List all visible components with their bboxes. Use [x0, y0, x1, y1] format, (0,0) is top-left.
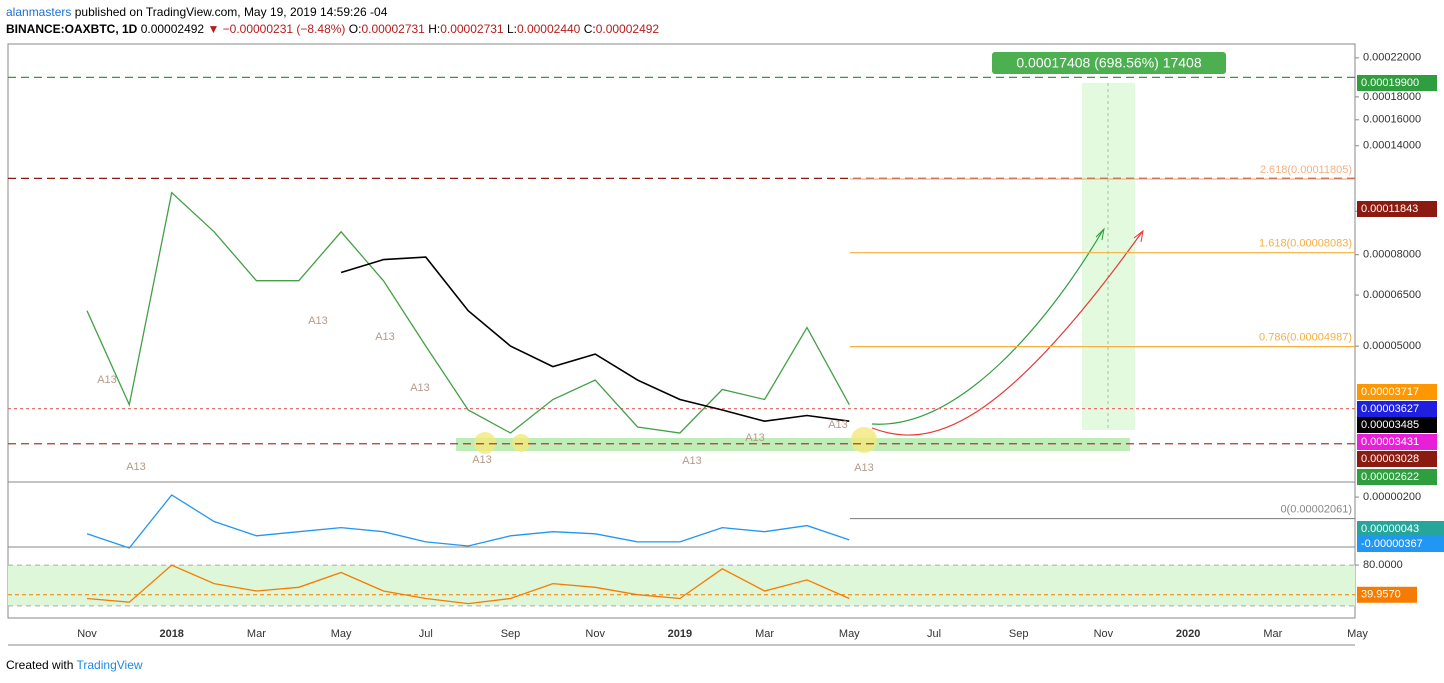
macd-line: [86, 494, 850, 549]
signal-label: A13: [828, 419, 848, 431]
symbol: BINANCE:OAXBTC, 1D: [6, 22, 138, 36]
published: published on TradingView.com, May 19, 20…: [74, 5, 388, 19]
y-tick-label: 0.00016000: [1363, 114, 1421, 126]
author[interactable]: alanmasters: [6, 5, 72, 19]
arrowhead: [1133, 229, 1144, 243]
fib-label: 1.618(0.00008083): [1259, 238, 1352, 250]
chart: 0.00022000 0.00018000 0.00016000 0.00014000…: [7, 43, 1444, 646]
x-tick-label: Sep: [501, 628, 521, 640]
price-line-series: [340, 256, 850, 423]
price-label-box: [1357, 434, 1437, 450]
price-label-box: [1357, 75, 1437, 91]
price-label: 0.00003431: [1361, 436, 1419, 448]
arrow-up: [871, 229, 1104, 425]
frame: [7, 43, 1356, 619]
x-tick-label: Mar: [247, 628, 266, 640]
change: ▼ −0.00000231 (−8.48%): [207, 22, 346, 36]
ohlc-value: 0.00002731: [361, 22, 425, 36]
x-tick-label: Jul: [927, 628, 941, 640]
signal-label: A13: [97, 374, 117, 386]
price-label: 0.00003717: [1361, 386, 1419, 398]
price-label-box: [1357, 451, 1437, 467]
signal-label: A13: [308, 315, 328, 327]
x-tick-label: May: [839, 628, 860, 640]
x-tick-label: Mar: [1263, 628, 1282, 640]
macd-value-label: -0.00000367: [1361, 538, 1423, 550]
fib-label: 2.618(0.00011805): [1260, 164, 1352, 176]
brand[interactable]: TradingView: [76, 658, 143, 672]
ohlc-key: L:: [506, 22, 517, 36]
price-label-box: [1357, 469, 1437, 485]
arrowhead: [1095, 227, 1105, 241]
fib-label: 0(0.00002061): [1280, 503, 1352, 515]
y-tick-label: 0.00006500: [1363, 289, 1421, 301]
x-tick-label: May: [331, 628, 352, 640]
price-line-series: [86, 191, 850, 434]
price-label-box: [1357, 401, 1437, 417]
measure: 0.00017408 (698.56%) 17408: [992, 52, 1226, 74]
signal-label: A13: [410, 382, 430, 394]
y-tick-label: 0.00008000: [1363, 249, 1421, 261]
x-tick-label: 2019: [668, 628, 692, 640]
y-tick-label: 0.00000200: [1363, 491, 1421, 503]
signal-label: A13: [375, 331, 395, 343]
price-label: 0.00003627: [1361, 403, 1419, 415]
x-tick-label: Nov: [1094, 628, 1114, 640]
x-tick-label: 2020: [1176, 628, 1200, 640]
support-zone: [456, 438, 1130, 451]
signal-label: A13: [745, 432, 765, 444]
price-label: 0.00002622: [1361, 471, 1419, 483]
highlight: [851, 427, 877, 453]
y-tick-label: 0.00018000: [1363, 91, 1421, 103]
rsi-last-label: 39.9570: [1361, 589, 1401, 601]
ohlc-value: 0.00002492: [595, 22, 660, 36]
measure-label: 0.00017408 (698.56%) 17408: [1016, 55, 1201, 71]
price-label-box: [1357, 384, 1437, 400]
measure-box: [992, 52, 1226, 74]
y-tick-label: 0.00005000: [1363, 340, 1421, 352]
ohlc-value: 0.00002731: [440, 22, 504, 36]
x-tick-label: Nov: [77, 628, 97, 640]
rsi-line: [86, 564, 850, 605]
signal-label: A13: [682, 455, 702, 467]
y-tick-label: 0.00022000: [1363, 52, 1421, 64]
y-tick-label: 80.0000: [1363, 559, 1403, 571]
header-line: alanmasters published on TradingView.com…: [6, 5, 387, 19]
signal-label: A13: [854, 462, 874, 474]
macd-value-box: [1357, 521, 1444, 537]
ohlc: O:0.00002731 H:0.00002731 L:0.00002440 C…: [349, 22, 659, 36]
ohlc-value: 0.00002440: [516, 22, 581, 36]
price-label: 0.00003485: [1361, 419, 1419, 431]
footer: Created with TradingView: [6, 658, 143, 672]
price-label-box: [1357, 417, 1437, 433]
signal-label: A13: [472, 454, 492, 466]
fib-label: 0.786(0.00004987): [1259, 332, 1352, 344]
price-label: 0.00011843: [1361, 203, 1418, 215]
ohlc-key: H:: [428, 22, 441, 36]
created: Created with: [6, 658, 74, 672]
ohlc-key: C:: [583, 22, 596, 36]
highlight: [474, 432, 496, 454]
arrow-up: [871, 231, 1143, 436]
price-label: 0.00003028: [1361, 453, 1419, 465]
x-tick-label: Sep: [1009, 628, 1029, 640]
macd-value-box: [1357, 536, 1444, 552]
ohlc-key: O:: [348, 22, 362, 36]
x-tick-label: Nov: [585, 628, 605, 640]
last-price: 0.00002492: [140, 22, 205, 36]
x-tick-label: May: [1347, 628, 1368, 640]
signal-label: A13: [126, 461, 146, 473]
macd-value-label: 0.00000043: [1361, 523, 1419, 535]
x-tick-label: 2018: [159, 628, 183, 640]
highlight: [512, 434, 530, 452]
symbol-line: BINANCE:OAXBTC, 1D 0.00002492 ▼ −0.00000…: [6, 22, 659, 36]
x-tick-label: Jul: [419, 628, 433, 640]
rsi-band: [8, 565, 1355, 606]
x-tick-label: Mar: [755, 628, 774, 640]
rsi-last-box: [1357, 586, 1417, 603]
y-tick-label: 0.00014000: [1363, 140, 1421, 152]
price-label: 0.00019900: [1361, 77, 1419, 89]
price-label-box: [1357, 201, 1437, 217]
